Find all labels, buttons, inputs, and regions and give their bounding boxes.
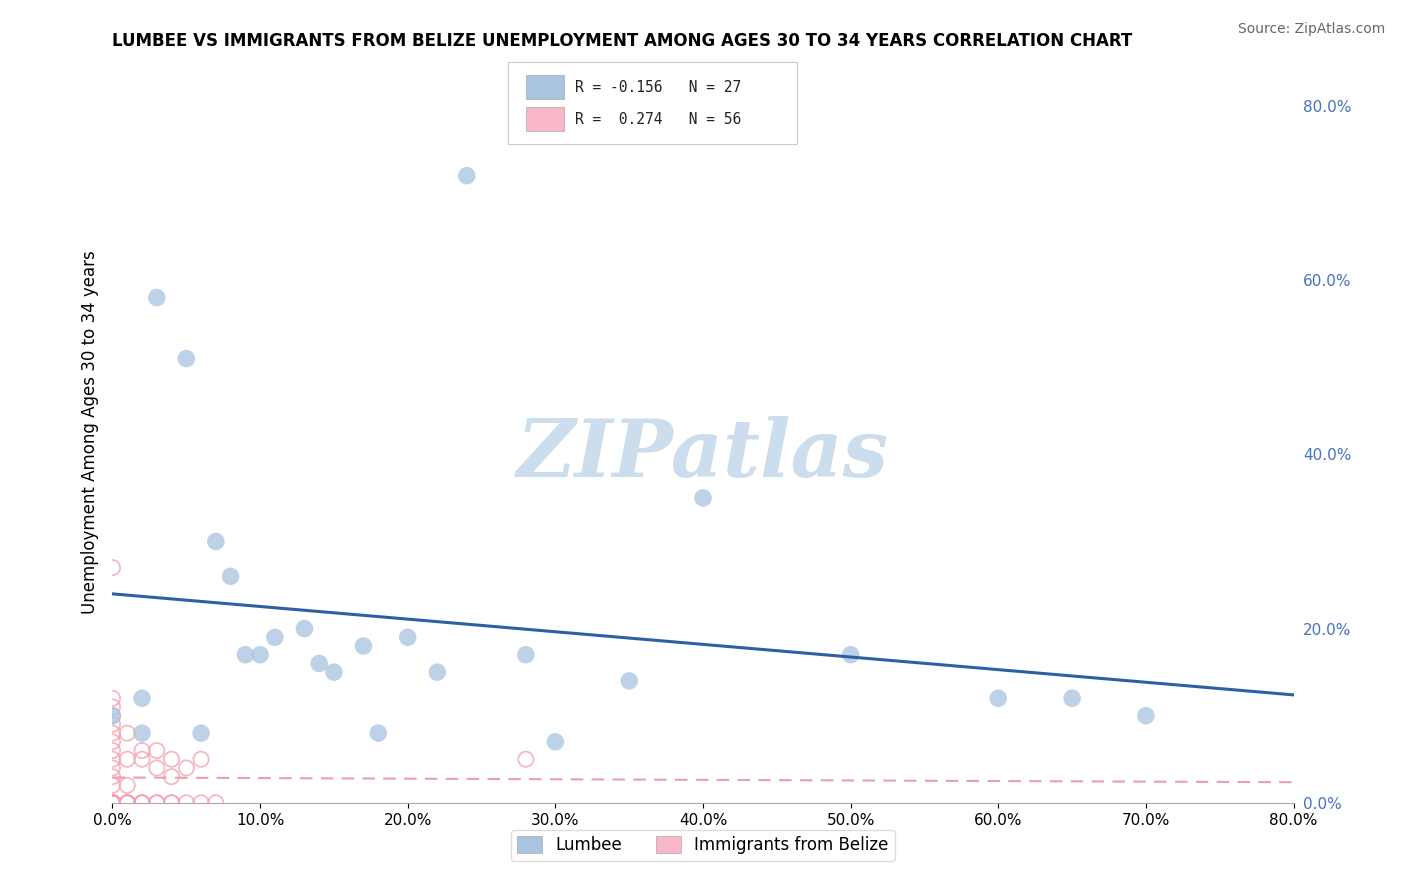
Point <box>101 796 124 810</box>
Point <box>323 665 346 680</box>
Point <box>515 752 537 766</box>
Point <box>101 796 124 810</box>
Point <box>101 752 124 766</box>
Text: LUMBEE VS IMMIGRANTS FROM BELIZE UNEMPLOYMENT AMONG AGES 30 TO 34 YEARS CORRELAT: LUMBEE VS IMMIGRANTS FROM BELIZE UNEMPLO… <box>112 32 1133 50</box>
Point <box>1062 691 1084 706</box>
Point <box>987 691 1010 706</box>
Point <box>352 639 374 653</box>
Point <box>101 796 124 810</box>
Point <box>839 648 862 662</box>
Point <box>101 717 124 731</box>
Point <box>426 665 449 680</box>
Point <box>101 796 124 810</box>
Point <box>101 796 124 810</box>
Point <box>101 726 124 740</box>
Point <box>117 726 138 740</box>
Point <box>174 351 197 366</box>
Point <box>174 761 197 775</box>
Point <box>101 796 124 810</box>
Point <box>396 630 419 644</box>
Point <box>146 291 169 305</box>
Point <box>117 796 138 810</box>
Point <box>131 796 153 810</box>
Point <box>249 648 271 662</box>
Text: ZIPatlas: ZIPatlas <box>517 416 889 493</box>
Point <box>131 796 153 810</box>
Point <box>160 752 183 766</box>
Point <box>117 796 138 810</box>
Point <box>1135 708 1157 723</box>
Point <box>233 648 256 662</box>
Point <box>160 796 183 810</box>
Point <box>101 796 124 810</box>
Point <box>219 569 242 583</box>
Point <box>174 796 197 810</box>
Point <box>146 743 169 757</box>
Point <box>205 534 228 549</box>
Point <box>619 673 641 688</box>
Point <box>101 796 124 810</box>
FancyBboxPatch shape <box>508 62 797 144</box>
Point <box>190 726 212 740</box>
Point <box>146 796 169 810</box>
Point <box>146 761 169 775</box>
Point <box>117 778 138 792</box>
FancyBboxPatch shape <box>526 75 564 99</box>
FancyBboxPatch shape <box>526 107 564 131</box>
Point <box>101 796 124 810</box>
Point <box>308 657 330 671</box>
Point <box>117 796 138 810</box>
Point <box>515 648 537 662</box>
Point <box>190 796 212 810</box>
Point <box>101 708 124 723</box>
Point <box>456 169 478 183</box>
Point <box>101 796 124 810</box>
Point <box>101 778 124 792</box>
Point <box>117 752 138 766</box>
Point <box>190 752 212 766</box>
Point <box>692 491 714 505</box>
Point <box>205 796 228 810</box>
Point <box>101 796 124 810</box>
Point <box>131 726 153 740</box>
Text: R =  0.274   N = 56: R = 0.274 N = 56 <box>575 112 742 127</box>
Point <box>101 735 124 749</box>
Point <box>101 796 124 810</box>
Point <box>101 796 124 810</box>
Point <box>101 708 124 723</box>
Point <box>367 726 389 740</box>
Text: Source: ZipAtlas.com: Source: ZipAtlas.com <box>1237 22 1385 37</box>
Legend: Lumbee, Immigrants from Belize: Lumbee, Immigrants from Belize <box>510 830 896 861</box>
Point <box>264 630 287 644</box>
Point <box>131 752 153 766</box>
Point <box>101 700 124 714</box>
Point <box>101 691 124 706</box>
Text: R = -0.156   N = 27: R = -0.156 N = 27 <box>575 80 742 95</box>
Point <box>544 735 567 749</box>
Point <box>101 560 124 574</box>
Point <box>160 770 183 784</box>
Point <box>117 796 138 810</box>
Point <box>292 622 315 636</box>
Point <box>101 796 124 810</box>
Point <box>101 761 124 775</box>
Point <box>101 796 124 810</box>
Y-axis label: Unemployment Among Ages 30 to 34 years: Unemployment Among Ages 30 to 34 years <box>80 251 98 615</box>
Point <box>101 743 124 757</box>
Point <box>160 796 183 810</box>
Point <box>131 743 153 757</box>
Point <box>101 796 124 810</box>
Point <box>101 796 124 810</box>
Point <box>101 770 124 784</box>
Point <box>146 796 169 810</box>
Point <box>131 691 153 706</box>
Point <box>101 796 124 810</box>
Point <box>131 796 153 810</box>
